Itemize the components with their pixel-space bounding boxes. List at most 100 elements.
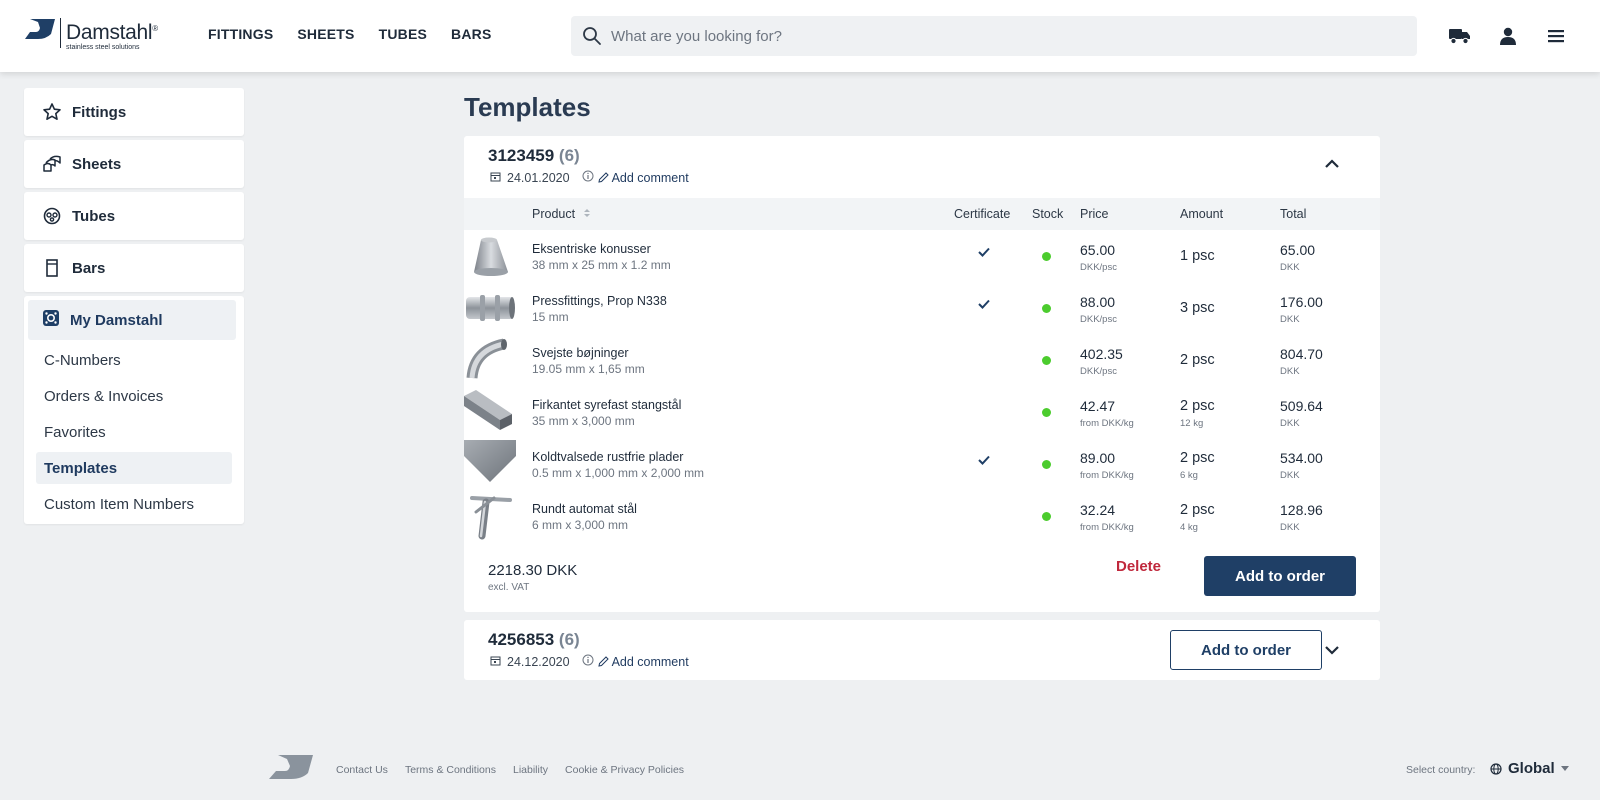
stock-indicator	[1042, 408, 1051, 417]
total-value: 509.64	[1280, 398, 1323, 414]
sidebar-item-custom-item-numbers[interactable]: Custom Item Numbers	[44, 495, 195, 513]
add-to-order-button[interactable]: Add to order	[1170, 630, 1322, 670]
menu-icon[interactable]	[1544, 24, 1568, 48]
price-unit: from DKK/kg	[1080, 470, 1134, 481]
product-name[interactable]: Eksentriske konusser	[532, 242, 651, 256]
sidebar-item-templates[interactable]: Templates	[36, 452, 232, 484]
calendar-icon	[490, 171, 501, 185]
logo-tagline: stainless steel solutions	[66, 44, 140, 51]
table-header: Product Certificate Stock Price Amount T…	[464, 198, 1380, 230]
sort-icon	[583, 209, 590, 217]
price-value: 402.35	[1080, 346, 1123, 362]
product-dimensions: 0.5 mm x 1,000 mm x 2,000 mm	[532, 466, 705, 480]
chevron-down-icon[interactable]	[1320, 638, 1344, 662]
nav-sheets[interactable]: SHEETS	[297, 26, 355, 42]
product-dimensions: 6 mm x 3,000 mm	[532, 518, 629, 532]
table-row[interactable]: Eksentriske konusser 38 mm x 25 mm x 1.2…	[464, 230, 1380, 282]
nav-fittings[interactable]: FITTINGS	[208, 26, 274, 42]
search-icon	[583, 27, 601, 45]
bars-icon	[42, 258, 62, 278]
country-select[interactable]: Global	[1490, 760, 1569, 777]
footer-link-cookie-privacy[interactable]: Cookie & Privacy Policies	[565, 764, 685, 776]
table-row[interactable]: Pressfittings, Prop N338 15 mm 88.00 DKK…	[464, 282, 1380, 334]
product-image	[470, 496, 512, 540]
sidebar-item-my-damstahl[interactable]: My Damstahl	[28, 300, 236, 340]
add-comment-link[interactable]: Add comment	[597, 655, 689, 669]
total-value: 176.00	[1280, 294, 1323, 310]
template-date: 24.12.2020	[507, 654, 570, 669]
total-unit: DKK	[1280, 418, 1300, 429]
footer-logo[interactable]	[268, 754, 314, 780]
product-name[interactable]: Koldtvalsede rustfrie plader	[532, 450, 684, 464]
top-navigation: FITTINGS SHEETS TUBES BARS	[208, 26, 492, 42]
sidebar-item-c-numbers[interactable]: C-Numbers	[44, 351, 121, 369]
price-unit: from DKK/kg	[1080, 418, 1134, 429]
table-row[interactable]: Firkantet syrefast stangstål 35 mm x 3,0…	[464, 386, 1380, 438]
search-input[interactable]	[611, 16, 1401, 56]
product-name[interactable]: Firkantet syrefast stangstål	[532, 398, 682, 412]
product-image	[466, 338, 507, 379]
amount-value: 2 psc	[1180, 352, 1215, 368]
user-icon[interactable]	[1496, 24, 1520, 48]
amount-value: 2 psc	[1180, 398, 1215, 414]
price-unit: DKK/psc	[1080, 366, 1117, 377]
truck-icon[interactable]	[1448, 24, 1472, 48]
search-bar	[571, 16, 1417, 56]
template-sum-note: excl. VAT	[488, 582, 530, 593]
sidebar-item-label: Fittings	[72, 103, 127, 121]
amount-weight: 4 kg	[1180, 522, 1198, 533]
footer-link-terms[interactable]: Terms & Conditions	[404, 764, 496, 776]
footer-link-liability[interactable]: Liability	[512, 764, 549, 776]
product-name[interactable]: Rundt automat stål	[532, 502, 637, 516]
table-row[interactable]: Koldtvalsede rustfrie plader 0.5 mm x 1,…	[464, 438, 1380, 490]
info-icon[interactable]	[582, 170, 594, 185]
total-unit: DKK	[1280, 366, 1300, 377]
column-header-product[interactable]: Product	[532, 207, 591, 221]
template-card-collapsed[interactable]: 4256853 (6) 24.12.2020 Add comment Add t…	[464, 620, 1380, 680]
calendar-icon	[490, 655, 501, 669]
logo-name: Damstahl®	[66, 21, 158, 44]
star-icon	[42, 102, 62, 122]
product-dimensions: 19.05 mm x 1,65 mm	[532, 362, 645, 376]
total-value: 65.00	[1280, 242, 1316, 258]
template-id: 4256853 (6)	[488, 630, 580, 649]
template-item-count: (6)	[558, 630, 580, 649]
sidebar-item-orders-invoices[interactable]: Orders & Invoices	[44, 387, 164, 405]
total-value: 534.00	[1280, 450, 1323, 466]
stock-indicator	[1042, 460, 1051, 469]
chevron-up-icon[interactable]	[1320, 152, 1344, 176]
info-icon[interactable]	[582, 654, 594, 669]
sidebar-item-tubes[interactable]: Tubes	[24, 192, 244, 240]
stock-indicator	[1042, 356, 1051, 365]
sidebar-item-fittings[interactable]: Fittings	[24, 88, 244, 136]
column-header-price: Price	[1080, 207, 1109, 221]
price-value: 88.00	[1080, 294, 1116, 310]
add-comment-link[interactable]: Add comment	[597, 171, 689, 185]
product-name[interactable]: Svejste bøjninger	[532, 346, 629, 360]
footer-link-contact[interactable]: Contact Us	[336, 764, 388, 776]
amount-value: 1 psc	[1180, 248, 1215, 264]
template-id: 3123459 (6)	[488, 146, 580, 165]
nav-tubes[interactable]: TUBES	[378, 26, 428, 42]
settings-icon	[42, 309, 60, 332]
delete-button[interactable]: Delete	[1116, 558, 1162, 575]
product-name[interactable]: Pressfittings, Prop N338	[532, 294, 667, 308]
stock-indicator	[1042, 304, 1051, 313]
price-unit: DKK/psc	[1080, 314, 1117, 325]
column-header-certificate: Certificate	[954, 207, 1011, 221]
price-unit: from DKK/kg	[1080, 522, 1134, 533]
table-row[interactable]: Rundt automat stål 6 mm x 3,000 mm 32.24…	[464, 490, 1380, 542]
sidebar-item-favorites[interactable]: Favorites	[44, 423, 106, 441]
product-image	[464, 440, 516, 482]
sidebar-item-label: Sheets	[72, 155, 122, 173]
price-value: 42.47	[1080, 398, 1116, 414]
column-header-amount: Amount	[1180, 207, 1224, 221]
product-image	[466, 295, 515, 321]
add-to-order-button[interactable]: Add to order	[1204, 556, 1356, 596]
footer-links: Contact Us Terms & Conditions Liability …	[336, 764, 684, 776]
sidebar-item-sheets[interactable]: Sheets	[24, 140, 244, 188]
table-row[interactable]: Svejste bøjninger 19.05 mm x 1,65 mm 402…	[464, 334, 1380, 386]
nav-bars[interactable]: BARS	[451, 26, 492, 42]
damstahl-logo[interactable]: Damstahl® stainless steel solutions	[24, 18, 174, 54]
sidebar-item-bars[interactable]: Bars	[24, 244, 244, 292]
